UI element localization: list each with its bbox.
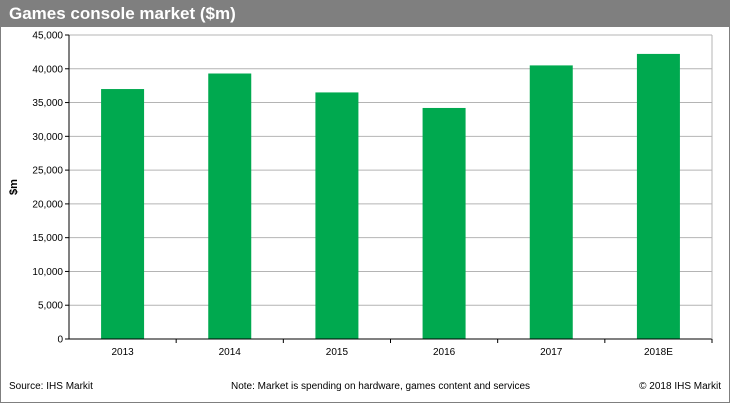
y-tick-label: 35,000 bbox=[32, 98, 63, 109]
bar-chart: 0 5,000 10,000 15,000 20,000 25,000 30,000 35,0… bbox=[8, 31, 713, 358]
y-tick-label: 25,000 bbox=[32, 166, 63, 177]
bar-2015 bbox=[315, 92, 359, 339]
x-tick-label: 2013 bbox=[111, 347, 134, 358]
y-tick-label: 15,000 bbox=[32, 233, 63, 244]
bar-2016 bbox=[422, 107, 466, 340]
x-tick-label: 2015 bbox=[326, 347, 349, 358]
bars bbox=[101, 53, 680, 340]
x-tick-label: 2017 bbox=[540, 347, 563, 358]
copyright-text: © 2018 IHS Markit bbox=[639, 381, 721, 392]
y-tick-label: 30,000 bbox=[32, 132, 63, 143]
source-text: Source: IHS Markit bbox=[9, 381, 93, 392]
bar-2013 bbox=[101, 89, 145, 340]
y-axis-label: $m bbox=[8, 179, 20, 195]
chart-title: Games console market ($m) bbox=[9, 4, 236, 23]
y-tick-labels: 0 5,000 10,000 15,000 20,000 25,000 30,000 35,0… bbox=[32, 31, 63, 346]
y-tick-label: 0 bbox=[57, 335, 63, 346]
x-tick-label: 2014 bbox=[219, 347, 242, 358]
x-tick-labels: 2013 2014 2015 2016 2017 2018E bbox=[111, 347, 673, 358]
y-tick-label: 10,000 bbox=[32, 267, 63, 278]
y-tick-label: 5,000 bbox=[38, 301, 63, 312]
bar-2018e bbox=[636, 53, 680, 339]
x-tick-label: 2016 bbox=[433, 347, 456, 358]
bar-2014 bbox=[208, 73, 252, 340]
y-tick-label: 40,000 bbox=[32, 64, 63, 75]
axes bbox=[65, 34, 713, 343]
y-tick-label: 20,000 bbox=[32, 199, 63, 210]
gridlines bbox=[69, 34, 712, 306]
x-tick-label: 2018E bbox=[644, 347, 673, 358]
bar-2017 bbox=[529, 65, 573, 340]
note-text: Note: Market is spending on hardware, ga… bbox=[231, 381, 531, 392]
title-bar: Games console market ($m) bbox=[1, 1, 729, 27]
y-tick-label: 45,000 bbox=[32, 31, 63, 42]
